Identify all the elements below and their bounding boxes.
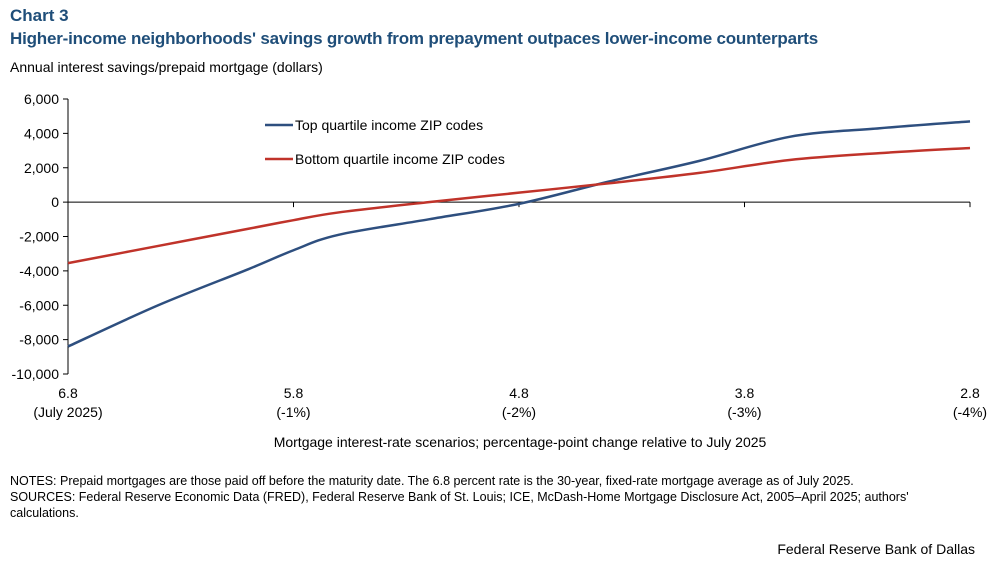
- x-tick-sublabel: (-4%): [953, 404, 987, 420]
- x-tick-sublabel: (-2%): [502, 404, 536, 420]
- x-tick-sublabel: (-1%): [276, 404, 310, 420]
- y-axis: 6,000 4,000 2,000 0 -2,000 -4,000 -6,000 -8,000…: [12, 91, 69, 382]
- x-tick-label: 3.8: [735, 385, 755, 401]
- y-tick-label: -6,000: [19, 297, 59, 313]
- legend: Top quartile income ZIP codes Bottom quar…: [265, 117, 505, 167]
- y-tick-label: -8,000: [19, 332, 59, 348]
- y-tick-label: -2,000: [19, 229, 59, 245]
- x-axis: 6.8 (July 2025) 5.8 (-1%) 4.8 (-2%) 3.8 (-3%) 2.…: [33, 201, 987, 420]
- series-line-top-quartile: [67, 120, 971, 348]
- series-line-bottom-quartile: [67, 146, 971, 265]
- x-tick-label: 5.8: [284, 385, 304, 401]
- y-tick-label: 4,000: [24, 125, 59, 141]
- x-axis-label: Mortgage interest-rate scenarios; percen…: [273, 434, 767, 450]
- chart-label: Chart 3: [10, 6, 69, 25]
- line-chart: 6,000 4,000 2,000 0 -2,000 -4,000 -6,000 -8,000…: [12, 91, 988, 420]
- y-tick-label: 6,000: [24, 91, 59, 107]
- y-tick-label: 0: [51, 194, 59, 210]
- x-tick-sublabel: (July 2025): [33, 404, 102, 420]
- notes-block: NOTES: Prepaid mortgages are those paid …: [10, 473, 980, 521]
- x-tick-label: 4.8: [509, 385, 529, 401]
- legend-label: Top quartile income ZIP codes: [295, 117, 483, 133]
- legend-label: Bottom quartile income ZIP codes: [295, 151, 505, 167]
- footer-source: Federal Reserve Bank of Dallas: [777, 541, 975, 557]
- x-tick-sublabel: (-3%): [727, 404, 761, 420]
- x-tick-label: 2.8: [960, 385, 980, 401]
- series-lines: [67, 120, 971, 348]
- chart-title: Higher-income neighborhoods' savings gro…: [10, 29, 818, 48]
- y-tick-label: 2,000: [24, 160, 59, 176]
- y-axis-label: Annual interest savings/prepaid mortgage…: [10, 59, 323, 75]
- y-tick-label: -10,000: [12, 366, 60, 382]
- x-tick-label: 6.8: [58, 385, 78, 401]
- sources-text: SOURCES: Federal Reserve Economic Data (…: [10, 490, 909, 520]
- notes-text: NOTES: Prepaid mortgages are those paid …: [10, 474, 854, 488]
- y-tick-label: -4,000: [19, 263, 59, 279]
